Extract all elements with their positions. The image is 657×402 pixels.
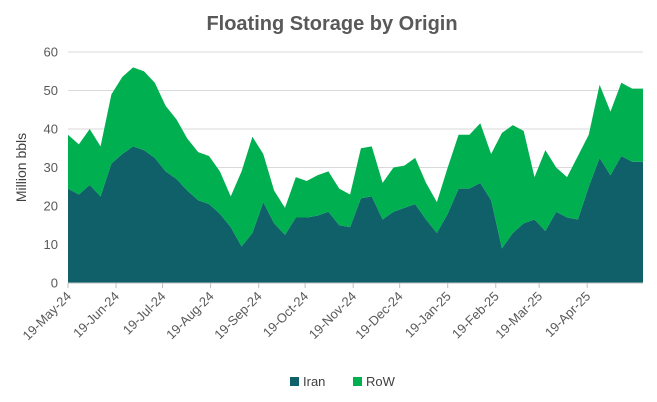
- x-tick-label: 19-May-24: [20, 289, 75, 344]
- y-tick-label: 30: [44, 160, 58, 175]
- x-tick-label: 19-Aug-24: [163, 289, 217, 343]
- y-tick-label: 10: [44, 237, 58, 252]
- y-axis: 0 10 20 30 40 50 60: [44, 45, 58, 291]
- y-tick-label: 40: [44, 122, 58, 137]
- x-tick-label: 19-Apr-25: [542, 289, 593, 340]
- x-tick-label: 19-Oct-24: [260, 289, 311, 340]
- x-tick-label: 19-Jun-24: [70, 289, 122, 341]
- y-axis-label: Million bbls: [13, 133, 29, 202]
- x-tick-label: 19-Mar-25: [492, 289, 545, 342]
- chart-title: Floating Storage by Origin: [206, 13, 457, 35]
- legend-label-row: RoW: [366, 374, 396, 389]
- x-tick-label: 19-Sep-24: [211, 289, 265, 343]
- x-tick-label: 19-Nov-24: [306, 289, 360, 343]
- x-tick-label: 19-Jul-24: [120, 289, 169, 338]
- legend-swatch-iran: [290, 377, 299, 386]
- area-iran: [68, 146, 643, 283]
- x-tick-label: 19-Jan-25: [402, 289, 454, 341]
- y-tick-label: 60: [44, 45, 58, 60]
- y-tick-label: 50: [44, 83, 58, 98]
- x-axis: 19-May-2419-Jun-2419-Jul-2419-Aug-2419-S…: [20, 282, 643, 344]
- x-tick-label: 19-Dec-24: [352, 289, 406, 343]
- y-tick-label: 20: [44, 199, 58, 214]
- legend-label-iran: Iran: [303, 374, 325, 389]
- y-tick-label: 0: [51, 276, 58, 291]
- legend: Iran RoW: [290, 374, 396, 389]
- area-series-group: [68, 67, 643, 283]
- area-row: [68, 67, 643, 249]
- legend-swatch-row: [353, 377, 362, 386]
